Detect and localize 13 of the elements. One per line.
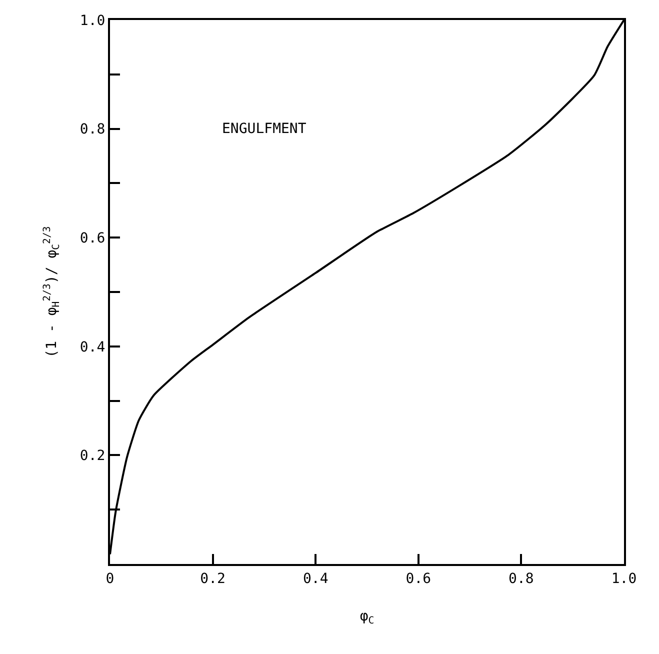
y-tick-label: 0.4	[80, 339, 106, 356]
y-tick-label: 0.8	[80, 122, 106, 138]
y-tick-label: 0.2	[80, 448, 106, 464]
y-tick-label: 1.0	[80, 12, 106, 29]
x-axis-title: φ$_{C}$	[360, 608, 374, 627]
x-tick-label: 0	[106, 570, 114, 587]
x-tick-label: 0.4	[302, 570, 328, 587]
x-tick-label: 1.0	[611, 570, 637, 587]
annotation: ENGULFMENT	[222, 121, 307, 137]
x-tick-label: 0.8	[508, 570, 534, 587]
x-tick-label: 0.6	[406, 570, 432, 587]
x-tick-label: 0.2	[200, 570, 226, 587]
y-tick-label: 0.6	[80, 230, 106, 246]
